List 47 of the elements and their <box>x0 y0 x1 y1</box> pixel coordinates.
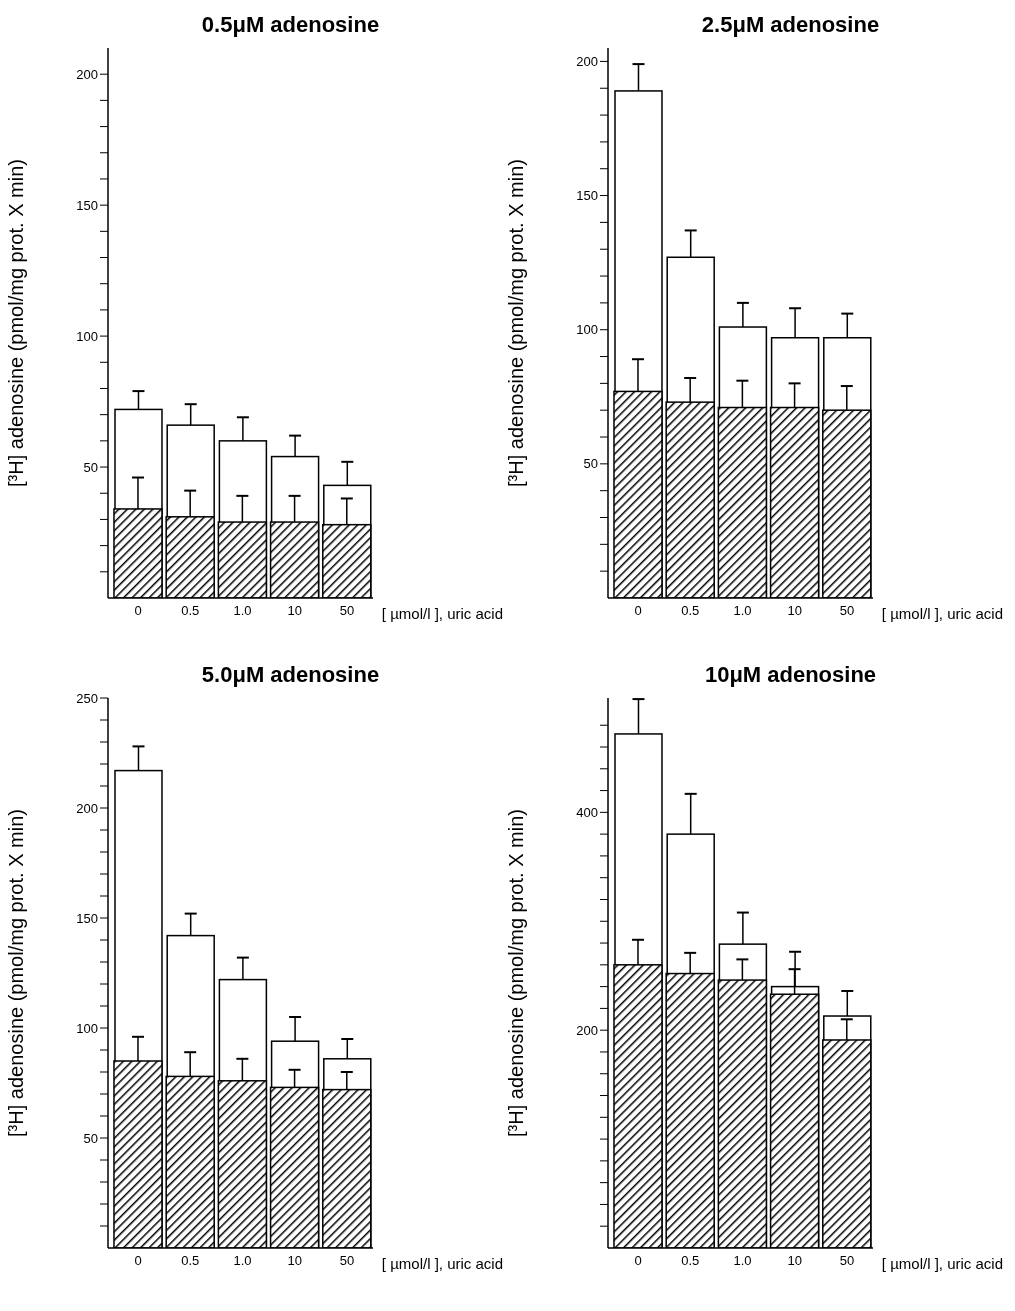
y-tick-label: 150 <box>76 197 98 213</box>
x-tick-label: 1.0 <box>233 603 252 619</box>
x-tick-label: 10 <box>287 1253 302 1269</box>
y-tick-label: 150 <box>76 910 98 926</box>
chart-title: 2.5μM adenosine <box>700 12 881 38</box>
x-tick-label: 10 <box>287 603 302 619</box>
y-tick-label: 400 <box>576 804 598 820</box>
y-tick-label: 100 <box>76 1020 98 1036</box>
x-tick-label: 50 <box>339 1253 355 1269</box>
y-tick-label: 200 <box>76 800 98 816</box>
y-tick-label: 100 <box>576 322 598 338</box>
y-tick-label: 250 <box>76 690 98 706</box>
chart-title: 5.0μM adenosine <box>200 662 381 688</box>
x-axis-title: [ µmol/l ], uric acid <box>381 1255 503 1272</box>
x-axis-title: [ µmol/l ], uric acid <box>381 605 503 622</box>
x-tick-label: 0.5 <box>181 1253 200 1269</box>
x-axis-title: [ µmol/l ], uric acid <box>881 605 1003 622</box>
x-tick-label: 10 <box>787 603 802 619</box>
chart-title: 10μM adenosine <box>703 662 878 688</box>
y-tick-label: 150 <box>576 188 598 204</box>
x-tick-label: 0.5 <box>681 603 700 619</box>
x-tick-label: 0 <box>634 1253 642 1269</box>
x-tick-label: 1.0 <box>733 603 752 619</box>
y-tick-label: 200 <box>576 1022 598 1038</box>
y-axis-title: [³H] adenosine (pmol/mg prot. X min) <box>5 159 28 487</box>
x-tick-label: 1.0 <box>233 1253 252 1269</box>
x-tick-label: 0 <box>134 603 142 619</box>
y-tick-label: 50 <box>83 459 98 475</box>
y-axis-title: [³H] adenosine (pmol/mg prot. X min) <box>505 809 528 1137</box>
x-tick-label: 0 <box>134 1253 142 1269</box>
x-tick-label: 50 <box>839 1253 855 1269</box>
y-tick-label: 100 <box>76 328 98 344</box>
x-tick-label: 50 <box>339 603 355 619</box>
y-tick-label: 200 <box>576 53 598 69</box>
chart-title: 0.5μM adenosine <box>200 12 381 38</box>
y-tick-label: 200 <box>76 66 98 82</box>
x-tick-label: 50 <box>839 603 855 619</box>
x-tick-label: 0 <box>634 603 642 619</box>
x-tick-label: 1.0 <box>733 1253 752 1269</box>
y-axis-title: [³H] adenosine (pmol/mg prot. X min) <box>5 809 28 1137</box>
y-tick-label: 50 <box>83 1130 98 1146</box>
x-tick-label: 0.5 <box>181 603 200 619</box>
x-tick-label: 0.5 <box>681 1253 700 1269</box>
x-tick-label: 10 <box>787 1253 802 1269</box>
y-axis-title: [³H] adenosine (pmol/mg prot. X min) <box>505 159 528 487</box>
y-tick-label: 50 <box>583 456 598 472</box>
x-axis-title: [ µmol/l ], uric acid <box>881 1255 1003 1272</box>
